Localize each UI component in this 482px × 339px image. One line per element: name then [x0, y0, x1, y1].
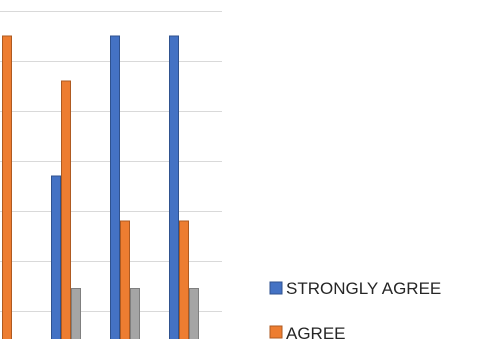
- bar-strongly-agree-3: [169, 35, 179, 339]
- bar-agree-1: [61, 80, 71, 339]
- bar-strongly-agree-1: [51, 175, 61, 339]
- legend-swatch-agree: [269, 325, 283, 339]
- bar-strongly-agree-2: [110, 35, 120, 339]
- bar-agree-0: [2, 35, 12, 339]
- legend: STRONGLY AGREE AGREE: [269, 279, 441, 339]
- bar-series-2: [130, 288, 140, 339]
- legend-label-agree: AGREE: [286, 324, 346, 339]
- bar-series-3: [189, 288, 199, 339]
- bar-series-1: [71, 288, 81, 339]
- legend-item-agree: AGREE: [269, 324, 346, 339]
- bar-agree-2: [120, 220, 130, 339]
- legend-swatch-strongly-agree: [269, 281, 283, 295]
- bars: [2, 35, 199, 339]
- legend-label-strongly-agree: STRONGLY AGREE: [286, 279, 441, 298]
- bar-agree-3: [179, 220, 189, 339]
- legend-item-strongly-agree: STRONGLY AGREE: [269, 279, 441, 298]
